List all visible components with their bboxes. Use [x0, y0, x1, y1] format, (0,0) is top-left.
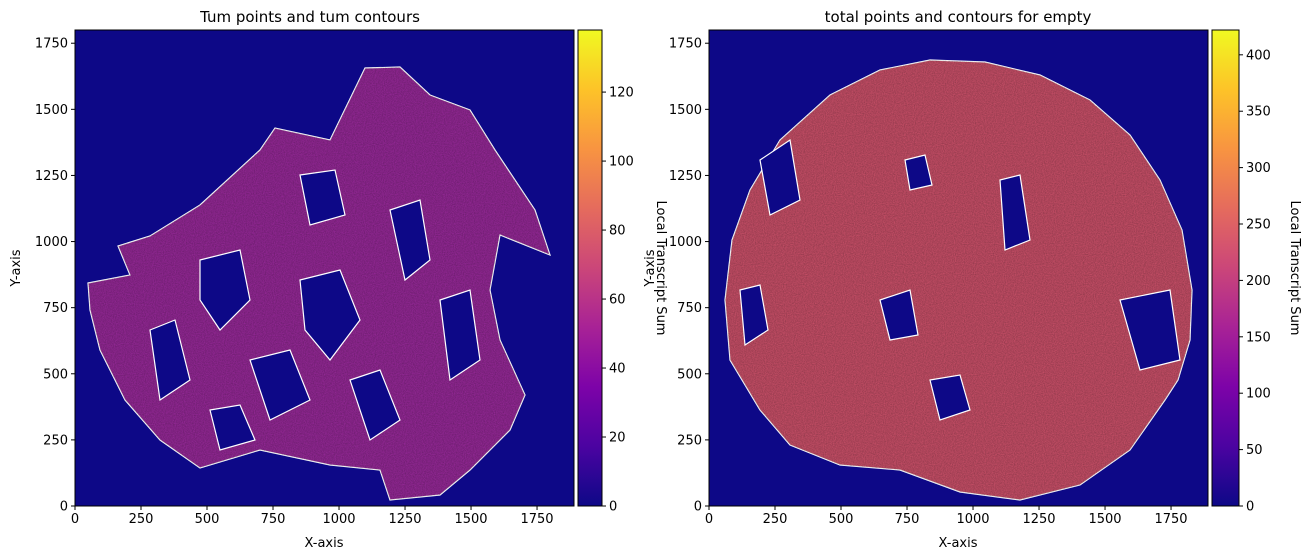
- panel-2-gap: [929, 374, 971, 421]
- y-tick-label: 1250: [669, 169, 702, 184]
- x-tick-label: 1500: [1088, 512, 1121, 527]
- x-tick-label: 750: [261, 512, 286, 527]
- colorbar-tick-label: 40: [609, 362, 626, 377]
- x-tick-label: 250: [763, 512, 788, 527]
- panel-1-colorbar-label: Local Transcript Sum: [653, 201, 668, 336]
- colorbar-tick-label: 350: [1246, 105, 1271, 120]
- panel-1-gap: [249, 349, 311, 421]
- y-tick-label: 0: [694, 500, 702, 515]
- y-tick-label: 750: [43, 301, 68, 316]
- panel-1-title: Tum points and tum contours: [199, 8, 420, 26]
- x-tick-label: 1750: [1154, 512, 1187, 527]
- panel-1-y-axis-label: Y-axis: [9, 249, 24, 287]
- panel-1-gap: [299, 169, 346, 226]
- y-tick-label: 1750: [669, 37, 702, 52]
- y-tick-label: 0: [60, 500, 68, 515]
- colorbar-tick-label: 80: [609, 224, 626, 239]
- panel-2-y-ticks: 0 250 500 750 1000 1250 1500 1750: [669, 37, 709, 515]
- colorbar-tick-label: 120: [609, 86, 634, 101]
- colorbar-tick-label: 100: [609, 155, 634, 170]
- panel-2-x-axis: 0 250 500 750 1000 1250 1500 1750 X-axis: [705, 506, 1188, 551]
- panel-1-gap: [209, 404, 256, 451]
- x-tick-label: 500: [829, 512, 854, 527]
- panel-2: total points and contours for empty 0 250…: [643, 8, 1302, 551]
- x-tick-label: 1000: [956, 512, 989, 527]
- panel-1-gaps: [149, 169, 481, 451]
- x-tick-label: 1000: [322, 512, 355, 527]
- panel-2-colorbar-gradient: [1211, 29, 1240, 507]
- panel-1-gap: [349, 369, 401, 441]
- colorbar-tick-label: 0: [1246, 500, 1254, 515]
- y-tick-label: 500: [43, 367, 68, 382]
- panel-2-colorbar-label: Local Transcript Sum: [1287, 201, 1302, 336]
- x-tick-label: 750: [895, 512, 920, 527]
- y-tick-label: 250: [677, 433, 702, 448]
- colorbar-tick-label: 300: [1246, 161, 1271, 176]
- colorbar-tick-label: 150: [1246, 330, 1271, 345]
- x-tick-label: 1250: [388, 512, 421, 527]
- panel-2-tissue-texture: [725, 60, 1192, 500]
- panel-2-colorbar-ticks: 0 50 100 150 200 250 300 350 400: [1239, 48, 1271, 515]
- panel-2-y-axis-label: Y-axis: [643, 249, 658, 287]
- panel-1-colorbar-gradient: [577, 29, 603, 507]
- panel-2-x-axis-label: X-axis: [939, 536, 978, 551]
- panel-2-gap: [1119, 289, 1181, 371]
- y-tick-label: 1500: [669, 103, 702, 118]
- colorbar-tick-label: 50: [1246, 443, 1263, 458]
- panel-1-colorbar: 0 20 40 60 80 100 120 Local Transcript Sum: [577, 29, 668, 515]
- y-tick-label: 1750: [35, 37, 68, 52]
- colorbar-tick-label: 0: [609, 500, 617, 515]
- panel-1-colorbar-ticks: 0 20 40 60 80 100 120: [602, 86, 634, 515]
- panel-2-y-axis: 0 250 500 750 1000 1250 1500 1750 Y-axis: [643, 37, 709, 515]
- y-tick-label: 1250: [35, 169, 68, 184]
- panel-2-title: total points and contours for empty: [825, 8, 1092, 26]
- panel-2-gap: [999, 174, 1031, 251]
- x-tick-label: 0: [71, 512, 79, 527]
- panel-1-gap: [299, 269, 361, 361]
- colorbar-tick-label: 100: [1246, 387, 1271, 402]
- panel-1: Tum points and tum contours 0 250 500 750 10…: [9, 8, 668, 551]
- colorbar-tick-label: 60: [609, 293, 626, 308]
- panel-1-y-axis: 0 250 500 750 1000 1250 1500 1750 Y-axis: [9, 37, 75, 515]
- panel-1-x-axis: 0 250 500 750 1000 1250 1500 1750 X-axis: [71, 506, 554, 551]
- panel-2-gap: [739, 284, 769, 347]
- colorbar-tick-label: 400: [1246, 48, 1271, 63]
- panel-1-x-ticks: 0 250 500 750 1000 1250 1500 1750: [71, 506, 554, 527]
- y-tick-label: 1500: [35, 103, 68, 118]
- colorbar-tick-label: 250: [1246, 218, 1271, 233]
- panel-1-gap: [439, 289, 481, 382]
- y-tick-label: 1000: [35, 235, 68, 250]
- panel-2-colorbar: 0 50 100 150 200 250 300 350 400 Local Transcrip…: [1211, 29, 1302, 515]
- y-tick-label: 500: [677, 367, 702, 382]
- panel-2-gap: [879, 289, 919, 341]
- y-tick-label: 1000: [669, 235, 702, 250]
- panel-1-gap: [389, 199, 431, 282]
- panel-1-x-axis-label: X-axis: [305, 536, 344, 551]
- x-tick-label: 0: [705, 512, 713, 527]
- x-tick-label: 1750: [520, 512, 553, 527]
- panel-2-plot-frame: [708, 29, 1209, 507]
- panel-2-tissue: [724, 59, 1193, 501]
- panel-1-gap: [149, 319, 191, 402]
- panel-1-tissue: [87, 66, 551, 501]
- x-tick-label: 1250: [1022, 512, 1055, 527]
- panel-2-x-ticks: 0 250 500 750 1000 1250 1500 1750: [705, 506, 1188, 527]
- panel-1-gap: [199, 249, 251, 331]
- panel-2-gap: [904, 154, 933, 191]
- colorbar-tick-label: 20: [609, 431, 626, 446]
- x-tick-label: 500: [195, 512, 220, 527]
- panel-1-plot-frame: [74, 29, 575, 507]
- panel-2-gaps: [739, 138, 1181, 421]
- colorbar-tick-label: 200: [1246, 274, 1271, 289]
- panel-1-y-ticks: 0 250 500 750 1000 1250 1500 1750: [35, 37, 75, 515]
- y-tick-label: 750: [677, 301, 702, 316]
- panel-2-gap: [759, 138, 801, 216]
- x-tick-label: 1500: [454, 512, 487, 527]
- y-tick-label: 250: [43, 433, 68, 448]
- x-tick-label: 250: [129, 512, 154, 527]
